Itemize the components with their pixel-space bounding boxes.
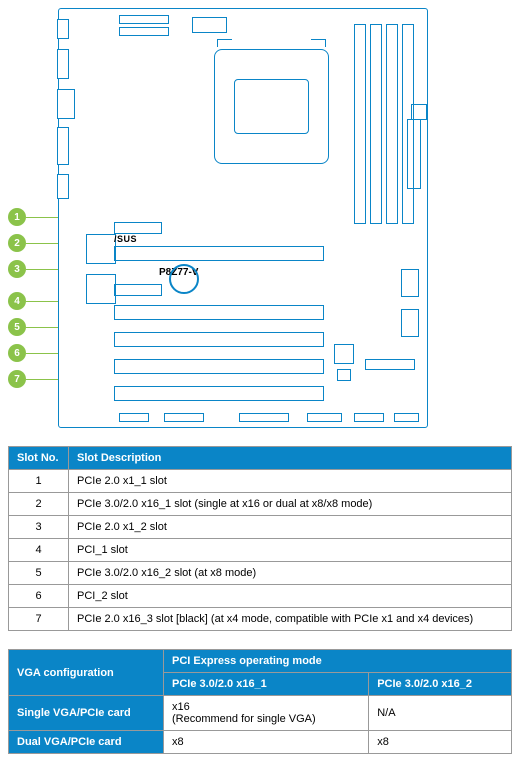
callout-column: 1 2 3 4 5 6 7	[8, 8, 58, 396]
dimm-3	[386, 24, 398, 224]
cpu-inner	[234, 79, 309, 134]
table-row: 2PCIe 3.0/2.0 x16_1 slot (single at x16 …	[9, 493, 512, 516]
table-row: 3PCIe 2.0 x1_2 slot	[9, 516, 512, 539]
atx-24pin	[407, 119, 421, 189]
table-row: Dual VGA/PCIe card x8 x8	[9, 731, 512, 754]
callout-1: 1	[8, 208, 26, 226]
th-x16-2: PCIe 3.0/2.0 x16_2	[369, 673, 512, 696]
vga-config-table: VGA configuration PCI Express operating …	[8, 649, 512, 754]
dimm-2	[370, 24, 382, 224]
pcie-slot-6	[114, 359, 324, 374]
th-slot-no: Slot No.	[9, 447, 69, 470]
table-row: 5PCIe 3.0/2.0 x16_2 slot (at x8 mode)	[9, 562, 512, 585]
pcie-slot-1	[114, 222, 162, 234]
callout-2: 2	[8, 234, 26, 252]
table-row: 4PCI_1 slot	[9, 539, 512, 562]
cmos-battery	[169, 264, 199, 294]
table-row: 1PCIe 2.0 x1_1 slot	[9, 470, 512, 493]
th-pcie-mode: PCI Express operating mode	[164, 650, 512, 673]
chip-1	[86, 234, 116, 264]
callout-7: 7	[8, 370, 26, 388]
motherboard-diagram: 1 2 3 4 5 6 7 /SUS P8Z77-V	[8, 8, 512, 428]
callout-4: 4	[8, 292, 26, 310]
callout-5: 5	[8, 318, 26, 336]
pcie-slot-3	[114, 284, 162, 296]
th-x16-1: PCIe 3.0/2.0 x16_1	[164, 673, 369, 696]
table-row: 6PCI_2 slot	[9, 585, 512, 608]
motherboard-outline: /SUS P8Z77-V	[58, 8, 428, 428]
table-row: 7PCIe 2.0 x16_3 slot [black] (at x4 mode…	[9, 608, 512, 631]
th-slot-desc: Slot Description	[69, 447, 512, 470]
chip-2	[86, 274, 116, 304]
pcie-slot-5	[114, 332, 324, 347]
dimm-1	[354, 24, 366, 224]
brand-logo: /SUS	[114, 234, 137, 244]
th-vga-config: VGA configuration	[9, 650, 164, 696]
callout-3: 3	[8, 260, 26, 278]
pcie-slot-7	[114, 386, 324, 401]
table-row: Single VGA/PCIe card x16 (Recommend for …	[9, 696, 512, 731]
slot-description-table: Slot No.Slot Description 1PCIe 2.0 x1_1 …	[8, 446, 512, 631]
pcie-slot-2	[114, 246, 324, 261]
callout-6: 6	[8, 344, 26, 362]
pcie-slot-4	[114, 305, 324, 320]
